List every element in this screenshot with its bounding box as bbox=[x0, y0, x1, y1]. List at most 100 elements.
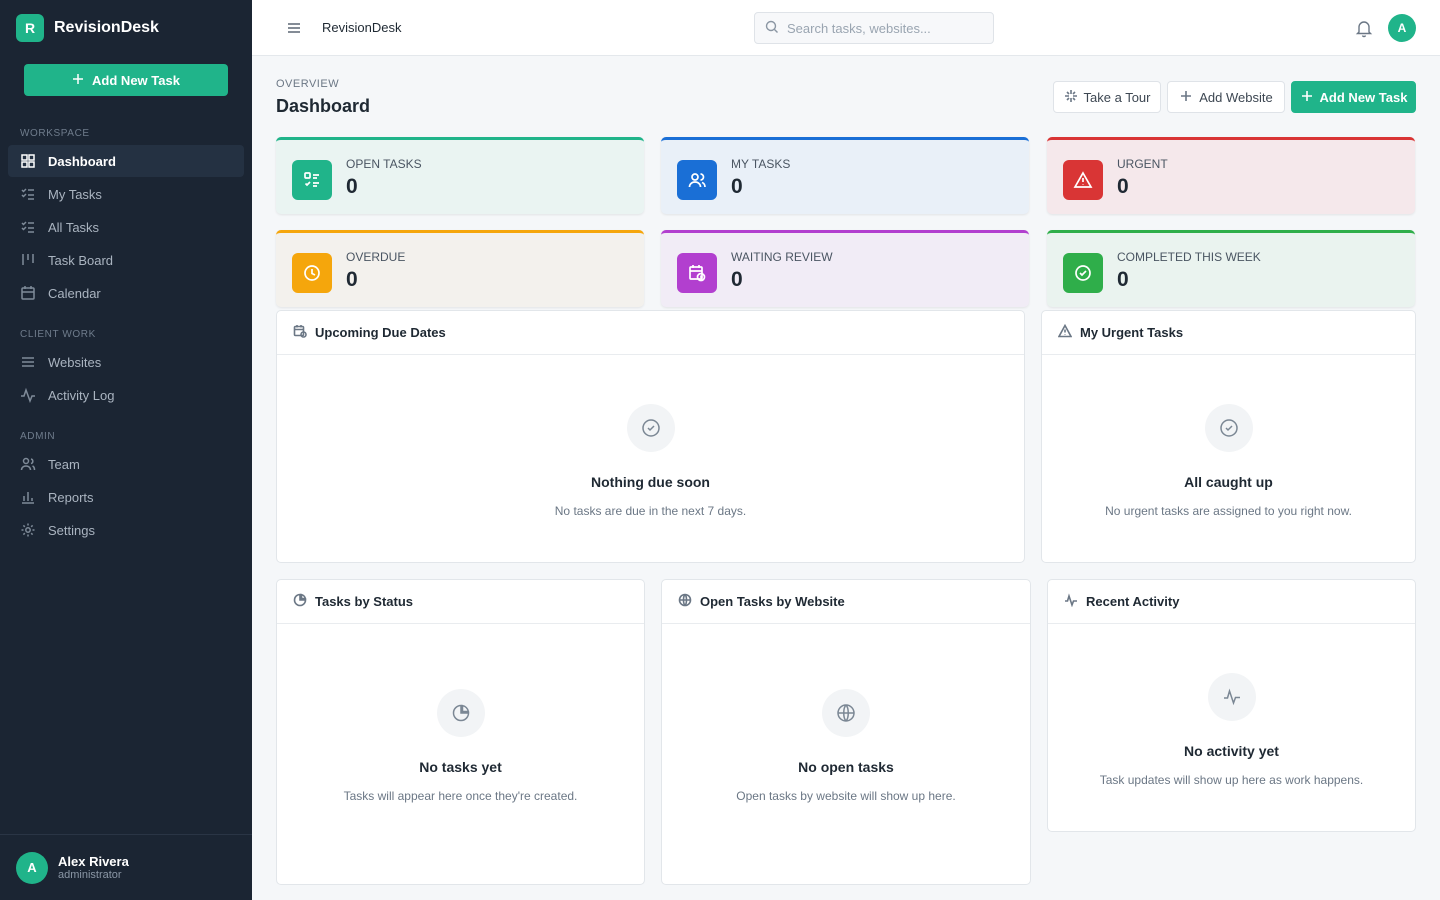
grid-icon bbox=[20, 153, 36, 169]
check-circle-icon bbox=[626, 404, 675, 452]
panel-header: Upcoming Due Dates bbox=[277, 311, 1024, 355]
empty-text: No urgent tasks are assigned to you righ… bbox=[1105, 504, 1352, 518]
bell-icon[interactable] bbox=[1354, 18, 1374, 38]
checklist-icon bbox=[20, 186, 36, 202]
empty-title: No activity yet bbox=[1184, 743, 1279, 759]
globe-icon bbox=[678, 593, 700, 610]
brand-name: RevisionDesk bbox=[54, 19, 159, 36]
sidebar-item-activity-log[interactable]: Activity Log bbox=[8, 379, 244, 411]
user-profile[interactable]: A Alex Rivera administrator bbox=[0, 834, 252, 900]
topbar: RevisionDesk A bbox=[252, 0, 1440, 56]
user-role: administrator bbox=[58, 869, 122, 881]
stat-label: OPEN TASKS bbox=[346, 157, 422, 171]
clock-icon bbox=[292, 253, 332, 293]
stat-card-urgent[interactable]: URGENT 0 bbox=[1047, 137, 1415, 214]
plus-icon bbox=[1300, 89, 1314, 106]
sidebar-item-settings[interactable]: Settings bbox=[8, 514, 244, 546]
pie-chart-icon bbox=[436, 689, 485, 737]
warning-triangle-icon bbox=[1057, 323, 1080, 341]
sidebar-item-websites[interactable]: Websites bbox=[8, 346, 244, 378]
panel-recent-activity: Recent Activity No activity yet Task upd… bbox=[1047, 579, 1416, 832]
topbar-title: RevisionDesk bbox=[322, 20, 402, 35]
sparkle-icon bbox=[1064, 89, 1078, 106]
checklist-icon bbox=[292, 160, 332, 200]
activity-icon bbox=[1207, 673, 1256, 721]
avatar: A bbox=[16, 851, 48, 884]
calendar-clock-icon bbox=[677, 253, 717, 293]
sidebar-item-calendar[interactable]: Calendar bbox=[8, 277, 244, 309]
list-icon bbox=[20, 219, 36, 235]
sidebar-item-label: All Tasks bbox=[48, 219, 100, 235]
plus-icon bbox=[1179, 89, 1193, 106]
sidebar-item-task-board[interactable]: Task Board bbox=[8, 244, 244, 276]
section-admin: ADMIN bbox=[20, 431, 56, 442]
empty-state: No tasks yet Tasks will appear here once… bbox=[277, 689, 644, 803]
stat-card-overdue[interactable]: OVERDUE 0 bbox=[276, 230, 644, 307]
empty-text: Tasks will appear here once they're crea… bbox=[343, 789, 578, 803]
warning-triangle-icon bbox=[1063, 160, 1103, 200]
activity-icon bbox=[20, 387, 36, 403]
panel-title: Recent Activity bbox=[1086, 594, 1180, 609]
search-box bbox=[754, 12, 994, 44]
sidebar-item-reports[interactable]: Reports bbox=[8, 481, 244, 513]
sidebar-item-dashboard[interactable]: Dashboard bbox=[8, 145, 244, 177]
sidebar-item-my-tasks[interactable]: My Tasks bbox=[8, 178, 244, 210]
brand[interactable]: R RevisionDesk bbox=[0, 0, 252, 56]
check-circle-icon bbox=[1063, 253, 1103, 293]
stat-value: 0 bbox=[731, 175, 743, 198]
users-icon bbox=[20, 456, 36, 472]
activity-icon bbox=[1064, 593, 1086, 610]
section-workspace: WORKSPACE bbox=[20, 128, 90, 139]
stat-label: URGENT bbox=[1117, 157, 1168, 171]
stat-card-completed-this-week[interactable]: COMPLETED THIS WEEK 0 bbox=[1047, 230, 1415, 307]
stat-value: 0 bbox=[731, 268, 743, 291]
empty-title: Nothing due soon bbox=[591, 474, 710, 490]
stat-card-open-tasks[interactable]: OPEN TASKS 0 bbox=[276, 137, 644, 214]
pie-chart-icon bbox=[293, 593, 315, 610]
empty-text: Open tasks by website will show up here. bbox=[736, 789, 956, 803]
sidebar-add-task-label: Add New Task bbox=[92, 72, 180, 88]
user-name: Alex Rivera bbox=[58, 854, 129, 869]
sidebar-item-team[interactable]: Team bbox=[8, 448, 244, 480]
stat-value: 0 bbox=[346, 268, 358, 291]
sidebar-item-label: Calendar bbox=[48, 285, 101, 301]
calendar-icon bbox=[20, 285, 36, 301]
users-icon bbox=[677, 160, 717, 200]
sidebar-add-task-button[interactable]: Add New Task bbox=[24, 64, 228, 96]
panel-tasks-by-status: Tasks by Status No tasks yet Tasks will … bbox=[276, 579, 645, 885]
empty-title: No tasks yet bbox=[419, 759, 502, 775]
add-new-task-button[interactable]: Add New Task bbox=[1291, 81, 1416, 113]
plus-icon bbox=[72, 73, 84, 88]
page-title: Dashboard bbox=[276, 96, 371, 116]
user-info: Alex Rivera administrator bbox=[58, 854, 129, 881]
stat-card-waiting-review[interactable]: WAITING REVIEW 0 bbox=[661, 230, 1029, 307]
page-overline: OVERVIEW bbox=[276, 78, 340, 90]
sidebar-item-label: Websites bbox=[48, 354, 102, 370]
stat-card-my-tasks[interactable]: MY TASKS 0 bbox=[661, 137, 1029, 214]
hamburger-menu-icon[interactable] bbox=[284, 18, 304, 38]
sidebar-item-label: Reports bbox=[48, 489, 94, 505]
take-tour-button[interactable]: Take a Tour bbox=[1053, 81, 1161, 113]
menu-lines-icon bbox=[20, 354, 36, 370]
panel-upcoming-due-dates: Upcoming Due Dates Nothing due soon No t… bbox=[276, 310, 1025, 563]
panel-title: Tasks by Status bbox=[315, 594, 414, 609]
empty-text: No tasks are due in the next 7 days. bbox=[554, 504, 747, 518]
panel-title: My Urgent Tasks bbox=[1080, 325, 1184, 340]
add-website-label: Add Website bbox=[1199, 89, 1273, 105]
panel-header: Recent Activity bbox=[1048, 580, 1415, 624]
stat-value: 0 bbox=[346, 175, 358, 198]
sidebar: R RevisionDesk Add New Task WORKSPACE Da… bbox=[0, 0, 252, 900]
panel-title: Open Tasks by Website bbox=[700, 594, 845, 609]
avatar[interactable]: A bbox=[1388, 14, 1416, 42]
panel-header: Open Tasks by Website bbox=[662, 580, 1030, 624]
search-input[interactable] bbox=[787, 20, 987, 36]
panel-header: My Urgent Tasks bbox=[1042, 311, 1415, 355]
empty-text: Task updates will show up here as work h… bbox=[1099, 773, 1364, 787]
take-tour-label: Take a Tour bbox=[1083, 89, 1151, 105]
stat-value: 0 bbox=[1117, 268, 1129, 291]
add-website-button[interactable]: Add Website bbox=[1167, 81, 1285, 113]
panel-my-urgent-tasks: My Urgent Tasks All caught up No urgent … bbox=[1041, 310, 1416, 563]
sidebar-item-label: Settings bbox=[48, 522, 95, 538]
sidebar-item-all-tasks[interactable]: All Tasks bbox=[8, 211, 244, 243]
empty-state: No open tasks Open tasks by website will… bbox=[662, 689, 1030, 803]
